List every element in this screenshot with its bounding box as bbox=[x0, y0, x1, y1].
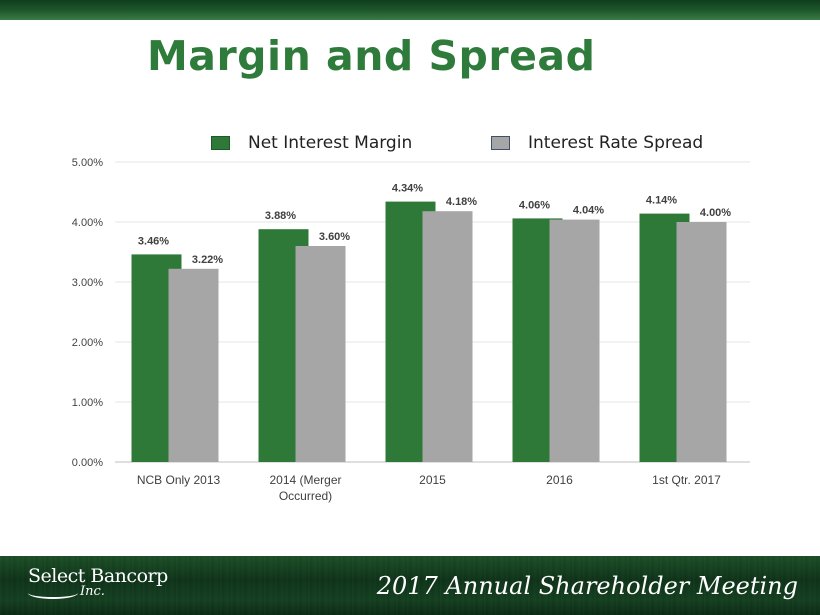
data-label: 4.06% bbox=[519, 199, 550, 211]
legend-label-interest-rate-spread: Interest Rate Spread bbox=[528, 133, 704, 153]
bar-interest-rate-spread bbox=[295, 246, 346, 462]
bar-interest-rate-spread bbox=[168, 268, 219, 462]
footer-texture bbox=[0, 556, 820, 615]
legend-item-net-interest-margin: Net Interest Margin bbox=[211, 130, 412, 156]
x-tick-label: Occurred) bbox=[279, 489, 332, 503]
bar-interest-rate-spread bbox=[549, 219, 600, 462]
y-tick-label: 1.00% bbox=[72, 397, 103, 409]
x-tick-label: NCB Only 2013 bbox=[137, 473, 221, 487]
legend-swatch-net-interest-margin bbox=[211, 136, 230, 150]
logo-swoosh bbox=[28, 587, 78, 599]
bar-interest-rate-spread bbox=[676, 222, 727, 462]
y-tick-label: 3.00% bbox=[72, 277, 103, 289]
data-label: 3.88% bbox=[265, 210, 296, 222]
data-label: 4.34% bbox=[392, 183, 423, 195]
logo-subtext: Inc. bbox=[80, 584, 105, 599]
data-label: 4.18% bbox=[446, 196, 477, 208]
data-label: 4.04% bbox=[573, 205, 604, 217]
slide-title: Margin and Spread bbox=[147, 32, 596, 80]
y-tick-label: 0.00% bbox=[72, 457, 103, 469]
x-tick-label: 1st Qtr. 2017 bbox=[652, 473, 721, 487]
top-banner bbox=[0, 0, 820, 20]
company-logo: Select Bancorp Inc. bbox=[28, 565, 168, 599]
logo-text: Select Bancorp bbox=[28, 565, 168, 587]
legend-label-net-interest-margin: Net Interest Margin bbox=[248, 133, 413, 153]
x-tick-label: 2015 bbox=[419, 473, 446, 487]
x-tick-label: 2014 (Merger bbox=[269, 473, 341, 487]
data-label: 3.46% bbox=[138, 235, 169, 247]
legend-item-interest-rate-spread: Interest Rate Spread bbox=[491, 130, 703, 156]
y-tick-label: 5.00% bbox=[72, 157, 103, 169]
footer-band bbox=[0, 556, 820, 615]
bar-chart: 0.00% 1.00% 2.00% 3.00% 4.00% 5.00% 3.46% 3.22%… bbox=[72, 157, 750, 503]
x-tick-label: 2016 bbox=[546, 473, 573, 487]
data-label: 4.14% bbox=[646, 195, 677, 207]
meeting-caption: 2017 Annual Shareholder Meeting bbox=[376, 572, 798, 600]
bar-interest-rate-spread bbox=[422, 211, 473, 462]
y-tick-label: 4.00% bbox=[72, 217, 103, 229]
data-label: 3.60% bbox=[319, 231, 350, 243]
legend-swatch-interest-rate-spread bbox=[491, 136, 510, 150]
data-label: 3.22% bbox=[192, 254, 223, 266]
data-label: 4.00% bbox=[700, 207, 731, 219]
y-tick-label: 2.00% bbox=[72, 337, 103, 349]
